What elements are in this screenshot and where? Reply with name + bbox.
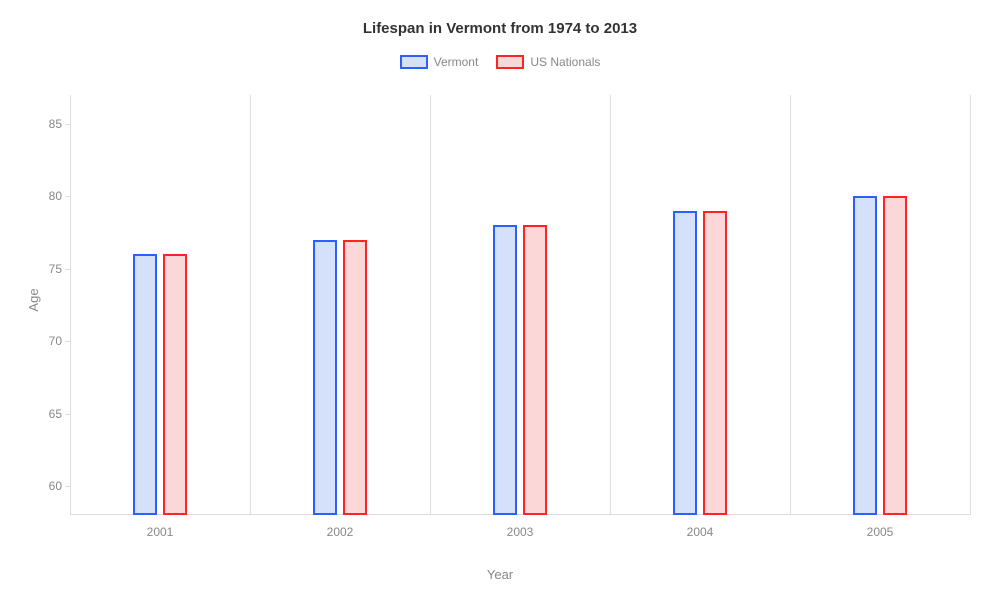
bar — [343, 240, 367, 515]
bar — [853, 196, 877, 515]
bar — [523, 225, 547, 515]
bar — [883, 196, 907, 515]
y-tick-label: 75 — [49, 262, 62, 276]
y-tick-mark — [65, 196, 70, 197]
y-tick-label: 80 — [49, 189, 62, 203]
bar — [313, 240, 337, 515]
bar — [703, 211, 727, 515]
legend-item-vermont: Vermont — [400, 55, 479, 69]
y-tick-label: 65 — [49, 407, 62, 421]
bar — [493, 225, 517, 515]
x-tick-label: 2001 — [147, 525, 174, 539]
chart-title: Lifespan in Vermont from 1974 to 2013 — [0, 0, 1000, 37]
legend-swatch-vermont — [400, 55, 428, 69]
y-axis-title: Age — [26, 288, 41, 311]
gridline-v — [70, 95, 71, 515]
legend-label-us: US Nationals — [530, 55, 600, 69]
x-tick-label: 2005 — [867, 525, 894, 539]
bar — [163, 254, 187, 515]
y-tick-label: 70 — [49, 334, 62, 348]
gridline-v — [610, 95, 611, 515]
x-axis-line — [70, 514, 970, 515]
gridline-v — [970, 95, 971, 515]
gridline-v — [250, 95, 251, 515]
x-tick-label: 2004 — [687, 525, 714, 539]
legend-label-vermont: Vermont — [434, 55, 479, 69]
plot-area: 60657075808520012002200320042005 — [70, 95, 970, 515]
bar — [673, 211, 697, 515]
gridline-v — [430, 95, 431, 515]
legend-swatch-us — [496, 55, 524, 69]
y-tick-label: 85 — [49, 117, 62, 131]
y-tick-mark — [65, 341, 70, 342]
y-tick-mark — [65, 414, 70, 415]
y-tick-label: 60 — [49, 479, 62, 493]
gridline-v — [790, 95, 791, 515]
x-axis-title: Year — [487, 567, 513, 582]
legend: Vermont US Nationals — [0, 55, 1000, 69]
y-tick-mark — [65, 486, 70, 487]
bar — [133, 254, 157, 515]
x-tick-label: 2002 — [327, 525, 354, 539]
legend-item-us: US Nationals — [496, 55, 600, 69]
y-tick-mark — [65, 124, 70, 125]
x-tick-label: 2003 — [507, 525, 534, 539]
y-tick-mark — [65, 269, 70, 270]
